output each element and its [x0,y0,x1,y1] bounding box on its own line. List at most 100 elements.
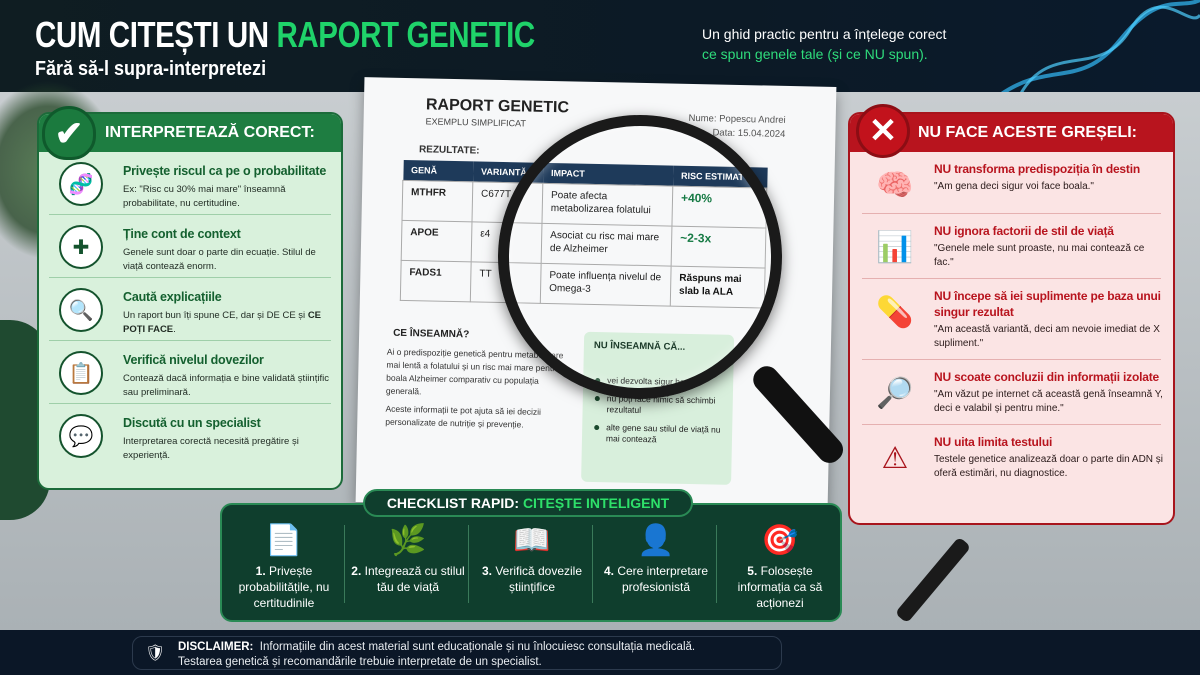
target-icon: 🎯 [761,524,799,557]
checklist-item: 👤 4. Cere interpretare profesionistă [594,523,718,595]
tagline: Un ghid practic pentru a înțelege corect… [702,24,946,64]
divider [468,525,469,603]
item-title: Discută cu un specialist [123,416,261,430]
report-title: RAPORT GENETIC [425,96,570,117]
document-icon: 📄 [265,524,303,557]
header: CUM CITEȘTI UN RAPORT GENETIC Fără să-l … [0,0,1200,95]
list: 🧬 Privește riscul ca pe o probabilitate Ex… [39,152,341,467]
disclaimer-line: Testarea genetică și recomandările trebu… [178,656,542,668]
checklist-label: Privește probabilitățile, nu certitudini… [238,564,330,610]
item-desc: Interpretarea corectă necesită pregătire… [123,436,299,461]
chat-specialist-icon: 💬 [59,414,103,458]
list-item: alte gene sau stilul de viață nu mai con… [592,422,722,447]
open-book-icon: 📖 [513,524,551,557]
shield-check-icon: 🛡 [145,645,166,662]
list-item: 📊 NU ignora factorii de stil de viață "Gen… [862,214,1161,279]
results-label: REZULTATE: [418,144,480,157]
divider [344,525,345,603]
person-icon: 👤 [637,524,675,557]
magnifying-glass-icon [498,115,782,399]
warning-icon: ⚠ [881,441,909,475]
brain-icon: 🧠 [876,168,914,202]
item-title: Ține cont de context [123,227,241,241]
checklist-text: 2. Integrează cu stilul tău de viață [350,563,466,595]
item-title: NU transforma predispoziția în destin [934,162,1140,176]
item-desc: "Am această variantă, deci am nevoie ime… [934,324,1160,349]
desc-text: Un raport bun îți spune CE, dar și DE CE… [123,310,308,321]
checklist-label: Integrează cu stilul tău de viață [364,564,465,594]
checklist-item: 🌿 2. Integrează cu stilul tău de viață [346,523,470,595]
list-item: ✚ Ține cont de context Genele sunt doar o … [49,215,331,278]
item-desc: Contează dacă informația e bine validată… [123,373,329,398]
puzzle-icon: ✚ [59,225,103,269]
report-name: Nume: Popescu Andrei [688,112,786,126]
list: 🧠 NU transforma predispoziția în destin "A… [850,152,1173,489]
desc-text: . [173,324,176,335]
disclaimer: 🛡 DISCLAIMER: Informațiile din acest mat… [132,636,782,670]
checklist-text: 4. Cere interpretare profesionistă [598,563,714,595]
item-desc: Testele genetice analizează doar o parte… [934,454,1164,479]
list-item: 💊 NU începe să iei suplimente pe baza unu… [862,279,1161,360]
list-item: 🔎 NU scoate concluzii din informații izol… [862,360,1163,425]
item-title: Caută explicațiile [123,290,222,304]
meaning-paragraph: Aceste informații te pot ajuta să iei de… [385,403,542,430]
checklist-item: 🎯 5. Folosește informația ca să acționezi [718,523,842,611]
item-title: NU începe să iei suplimente pe baza unui… [934,289,1161,319]
divider [716,525,717,603]
checklist-label: Cere interpretare profesionistă [617,564,709,594]
magnifier-chart-icon: 🔍 [59,288,103,332]
tagline-line: ce spun genele tale (și ce NU spun). [702,46,928,62]
column-header: GENĂ [402,159,474,182]
title-highlight: RAPORT GENETIC [276,14,535,55]
list-item: 🧠 NU transforma predispoziția în destin "A… [862,152,1161,214]
item-title: Privește riscul ca pe o probabilitate [123,164,327,178]
report-subtitle: EXEMPLU SIMPLIFICAT [425,116,527,129]
dna-helix-icon [998,0,1200,95]
checklist-num: 5. [747,564,758,578]
item-desc: "Am văzut pe internet că această genă în… [934,389,1163,414]
checklist-label-highlight: CITEȘTE INTELIGENT [522,495,670,511]
checklist-text: 1. Privește probabilitățile, nu certitud… [226,563,342,611]
desc-bold: CE POȚI FACE [123,310,322,335]
table-cell: APOE [401,219,473,262]
bar-chart-icon: 📊 [876,230,914,264]
checklist-num: 3. [481,564,492,578]
leaf-icon: 🌿 [389,524,427,557]
table-cell: FADS1 [400,259,472,302]
dna-icon: 🧬 [59,162,103,206]
checklist-label: CHECKLIST RAPID: CITEȘTE INTELIGENT [363,489,693,517]
disclaimer-label: DISCLAIMER: [178,641,254,653]
page-subtitle: Fără să-l supra-interpretezi [35,58,267,80]
x-icon: ✕ [856,104,910,158]
checklist-label-part: CHECKLIST RAPID: [386,495,523,511]
list-item: ⚠ NU uita limita testului Testele genetice… [862,425,1164,489]
checklist-text: 3. Verifică dovezile științifice [474,563,590,595]
item-title: Verifică nivelul dovezilor [123,353,264,367]
checklist-num: 1. [255,564,266,578]
disclaimer-text: DISCLAIMER: Informațiile din acest mater… [178,640,695,670]
interpret-correctly-panel: INTERPRETEAZĂ CORECT: 🧬 Privește riscul c… [37,112,343,490]
disclaimer-line: Informațiile din acest material sunt edu… [259,641,696,653]
footer [0,630,1200,675]
magnifier-dna-icon: 🔎 [876,376,914,410]
divider [592,525,593,603]
list-item: 💬 Discută cu un specialist Interpretarea c… [49,404,331,467]
page-title: CUM CITEȘTI UN RAPORT GENETIC [35,14,535,56]
item-desc: Genele sunt doar o parte din ecuație. St… [123,247,316,272]
meaning-title: CE ÎNSEAMNĂ? [393,327,470,341]
clipboard-checklist-icon: 📋 [59,351,103,395]
item-title: NU uita limita testului [934,435,1053,449]
list-item: 🧬 Privește riscul ca pe o probabilitate Ex… [49,152,331,215]
checklist-item: 📄 1. Privește probabilitățile, nu certitu… [222,523,346,611]
table-cell: MTHFR [402,179,473,222]
checklist-num: 2. [351,564,362,578]
check-icon: ✔ [42,106,96,160]
tagline-line: Un ghid practic pentru a înțelege corect [702,26,947,42]
item-title: NU scoate concluzii din informații izola… [934,370,1159,384]
checklist-panel: 📄 1. Privește probabilitățile, nu certitu… [220,503,842,622]
item-desc: "Genele mele sunt proaste, nu mai contea… [934,243,1145,268]
title-part: CUM CITEȘTI UN [35,14,277,55]
pill-icon: 💊 [876,295,914,329]
item-title: NU ignora factorii de stil de viață [934,224,1114,238]
mistakes-panel: NU FACE ACESTE GREȘELI: 🧠 NU transforma p… [848,112,1175,525]
